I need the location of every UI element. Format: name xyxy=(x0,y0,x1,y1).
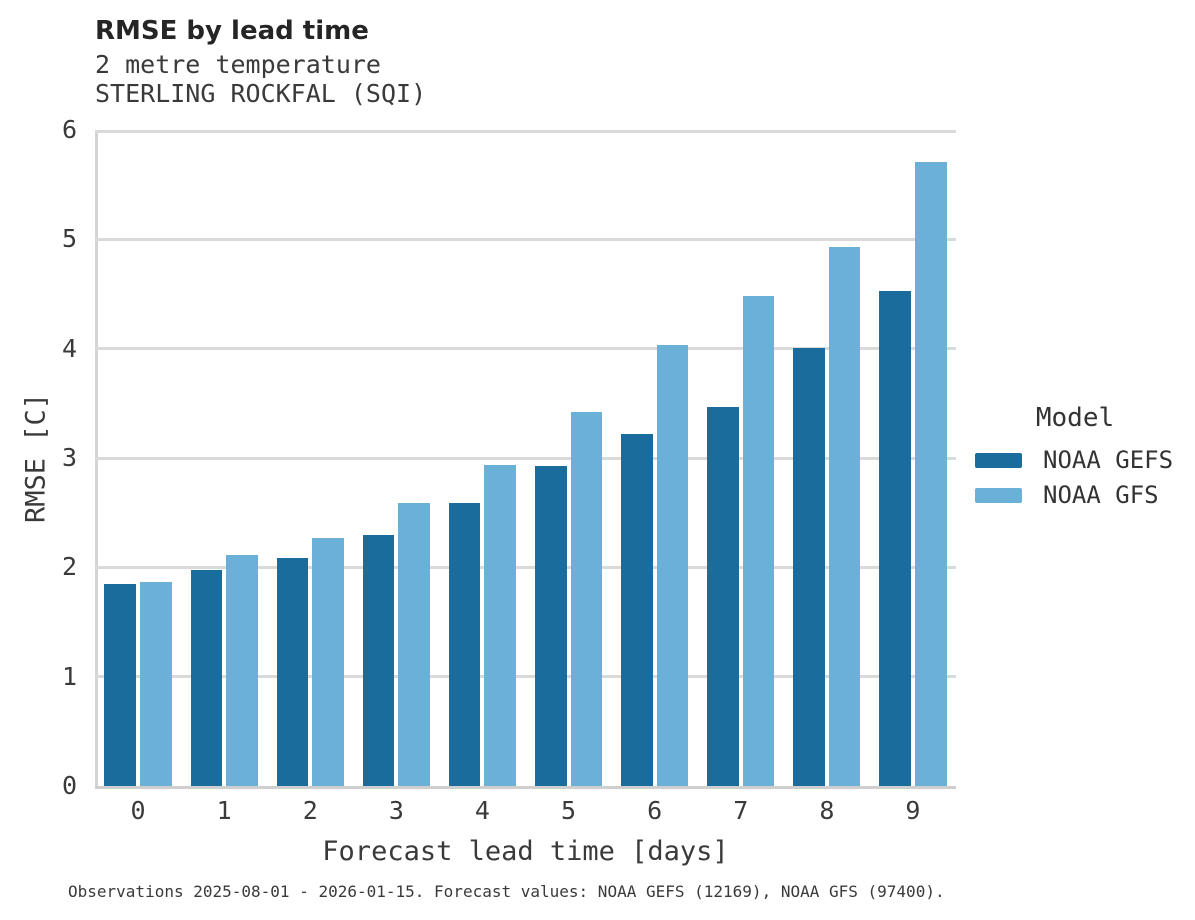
gridline-y-1 xyxy=(95,675,956,679)
legend-item-noaa-gefs: NOAA GEFS xyxy=(975,445,1175,475)
x-tick-label-3: 3 xyxy=(388,796,404,825)
caption: Observations 2025-08-01 - 2026-01-15. Fo… xyxy=(68,882,945,901)
x-tick-label-4: 4 xyxy=(474,796,490,825)
bar-noaa-gfs-lead-2 xyxy=(312,537,344,786)
bar-noaa-gfs-lead-4 xyxy=(484,464,517,786)
y-tick-label-2: 2 xyxy=(61,552,77,582)
x-tick-label-2: 2 xyxy=(302,796,318,825)
x-tick-label-7: 7 xyxy=(733,796,749,825)
bar-noaa-gfs-lead-0 xyxy=(140,581,172,786)
bar-noaa-gfs-lead-6 xyxy=(656,345,689,786)
legend-label-noaa-gfs: NOAA GFS xyxy=(1043,481,1159,509)
bar-noaa-gefs-lead-6 xyxy=(621,433,653,786)
x-tick-label-0: 0 xyxy=(130,796,146,825)
chart-subtitle: 2 metre temperature STERLING ROCKFAL (SQ… xyxy=(95,50,427,108)
legend-swatch-noaa-gefs xyxy=(975,452,1022,468)
bar-noaa-gefs-lead-2 xyxy=(276,557,309,786)
x-tick-label-9: 9 xyxy=(905,796,921,825)
legend-title: Model xyxy=(1035,403,1115,433)
y-tick-label-5: 5 xyxy=(61,224,77,254)
y-tick-label-6: 6 xyxy=(61,115,77,144)
legend-label-noaa-gefs: NOAA GEFS xyxy=(1043,446,1174,474)
y-tick-label-3: 3 xyxy=(61,443,77,472)
legend-item-noaa-gfs: NOAA GFS xyxy=(975,480,1175,510)
gridline-y-3 xyxy=(95,456,956,460)
y-tick-label-4: 4 xyxy=(61,333,77,363)
y-tick-label-1: 1 xyxy=(61,661,77,691)
bar-noaa-gefs-lead-8 xyxy=(793,347,825,786)
gridline-y-6 xyxy=(95,130,956,133)
chart-title: RMSE by lead time xyxy=(95,16,369,46)
gridline-y-5 xyxy=(95,237,956,241)
gridline-y-2 xyxy=(95,565,956,569)
x-tick-label-5: 5 xyxy=(561,796,577,825)
legend: Model NOAA GEFS NOAA GFS xyxy=(975,403,1175,515)
bar-noaa-gfs-lead-8 xyxy=(828,247,861,786)
x-tick-label-6: 6 xyxy=(647,796,663,825)
x-axis-label: Forecast lead time [days] xyxy=(322,836,729,867)
bar-noaa-gefs-lead-1 xyxy=(190,569,223,786)
plot-area: 0 1 2 3 4 5 6 0 1 2 3 4 5 6 7 8 9 xyxy=(62,115,956,825)
bar-noaa-gefs-lead-3 xyxy=(362,534,395,786)
x-tick-label-1: 1 xyxy=(216,796,232,825)
y-tick-label-0: 0 xyxy=(61,771,77,800)
bar-noaa-gefs-lead-4 xyxy=(448,502,481,786)
bar-noaa-gfs-lead-3 xyxy=(398,502,430,786)
bar-noaa-gfs-lead-5 xyxy=(570,412,603,786)
chart-subtitle-line-2: STERLING ROCKFAL (SQI) xyxy=(95,78,427,108)
bar-noaa-gefs-lead-7 xyxy=(707,406,739,786)
bar-noaa-gefs-lead-0 xyxy=(104,583,137,786)
bar-noaa-gefs-lead-5 xyxy=(534,465,567,786)
chart-subtitle-line-1: 2 metre temperature xyxy=(95,50,381,79)
gridline-y-4 xyxy=(95,347,956,351)
bar-noaa-gfs-lead-7 xyxy=(742,296,775,786)
legend-swatch-noaa-gfs xyxy=(975,487,1022,503)
bar-noaa-gfs-lead-9 xyxy=(914,161,947,786)
x-tick-label-8: 8 xyxy=(819,796,835,825)
bar-noaa-gefs-lead-9 xyxy=(879,290,911,786)
x-axis-line xyxy=(95,786,956,789)
bar-noaa-gfs-lead-1 xyxy=(226,555,258,786)
